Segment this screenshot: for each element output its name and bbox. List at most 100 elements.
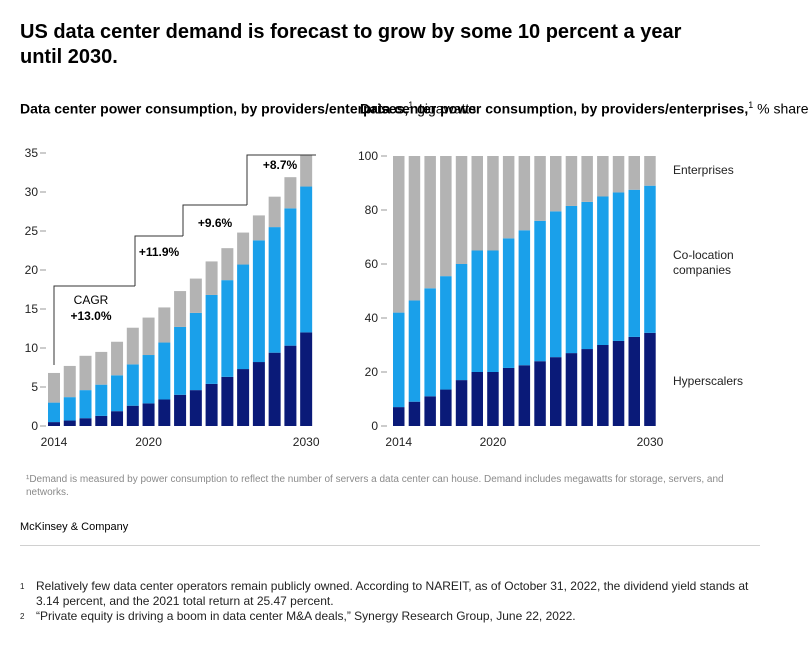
right-chart-title-bold: Data center power consumption, by provid… — [360, 100, 749, 117]
bar-segment — [534, 156, 546, 221]
bar-segment — [158, 399, 171, 426]
cagr-bracket-line — [134, 235, 183, 286]
left-chart-footnote-ref: 1 — [408, 100, 414, 110]
footnote-1-text: Relatively few data center operators rem… — [36, 579, 749, 608]
bar-segment — [111, 375, 124, 412]
bar-segment — [581, 201, 593, 350]
bar-segment — [550, 211, 562, 358]
bar-segment — [628, 336, 640, 426]
bar-segment — [126, 364, 139, 406]
bar-segment — [48, 402, 60, 423]
bar-segment — [268, 352, 281, 426]
y-tick-label: 80 — [365, 203, 379, 217]
bar-segment — [455, 380, 468, 426]
bar-segment — [174, 394, 187, 426]
footnote-2: 2 “Private equity is driving a boom in da… — [20, 609, 756, 624]
bar-segment — [284, 345, 297, 426]
bar-segment — [205, 261, 218, 295]
cagr-value-2019-2022: +11.9% — [139, 245, 180, 259]
bar-segment — [393, 407, 405, 426]
chart-note: ¹Demand is measured by power consumption… — [26, 474, 724, 498]
x-tick-label: 2014 — [41, 435, 68, 449]
y-tick-label: 30 — [25, 185, 39, 199]
bar-segment — [534, 220, 546, 362]
cagr-bracket-line — [246, 154, 316, 205]
left-chart-title: Data center power consumption, by provid… — [20, 96, 476, 118]
bar-segment — [393, 156, 405, 313]
bar-segment — [142, 317, 155, 356]
bar-segment — [644, 156, 656, 186]
y-tick-label: 15 — [25, 302, 39, 316]
brand-logo-text: McKinsey & Company — [20, 521, 129, 533]
bar-segment — [111, 341, 124, 376]
bar-segment — [612, 192, 625, 341]
bar-segment — [63, 365, 76, 398]
legend-hyperscalers: Hyperscalers — [673, 374, 743, 388]
bar-segment — [471, 372, 483, 426]
bar-segment — [95, 384, 108, 416]
bar-segment — [440, 389, 452, 426]
cagr-value-2014-2019: +13.0% — [70, 309, 111, 323]
bar-segment — [95, 415, 108, 426]
bar-segment — [63, 397, 76, 421]
bar-segment — [440, 156, 452, 277]
bar-segment — [268, 196, 281, 228]
bar-segment — [48, 372, 60, 403]
legend-colocation-line2: companies — [673, 263, 731, 277]
bar-segment — [628, 156, 640, 190]
bar-segment — [518, 156, 531, 231]
bar-segment — [48, 422, 60, 426]
bar-segment — [408, 300, 421, 402]
bar-segment — [455, 264, 468, 381]
x-tick-label: 2030 — [293, 435, 320, 449]
bar-segment — [189, 390, 202, 426]
cagr-label: CAGR — [74, 293, 109, 307]
x-tick-label: 2020 — [480, 435, 507, 449]
cagr-value-2022-2026: +9.6% — [198, 216, 233, 230]
bar-segment — [79, 418, 92, 426]
bar-segment — [455, 156, 468, 264]
bar-segment — [174, 291, 187, 327]
y-tick-label: 0 — [371, 419, 378, 433]
bar-segment — [424, 156, 436, 289]
bar-segment — [284, 208, 297, 346]
bar-segment — [424, 288, 436, 397]
y-tick-label: 40 — [365, 311, 379, 325]
bar-segment — [237, 232, 250, 265]
divider — [20, 545, 760, 546]
bar-segment — [300, 186, 313, 333]
legend-colocation-line1: Co-location — [673, 248, 734, 262]
bar-segment — [126, 327, 139, 365]
bar-segment — [534, 361, 546, 426]
cagr-bracket-line — [53, 285, 135, 365]
y-tick-label: 35 — [25, 146, 39, 160]
bar-segment — [221, 376, 234, 426]
bar-segment — [300, 332, 313, 426]
bar-segment — [565, 353, 578, 426]
bar-segment — [502, 238, 515, 368]
bar-segment — [597, 345, 609, 426]
cagr-bracket-line — [182, 204, 247, 236]
bar-segment — [300, 154, 313, 187]
bar-segment — [111, 411, 124, 426]
x-tick-label: 2020 — [135, 435, 162, 449]
y-tick-label: 20 — [25, 263, 39, 277]
x-tick-label: 2014 — [385, 435, 412, 449]
bar-segment — [252, 240, 265, 363]
bar-segment — [221, 280, 234, 377]
bar-segment — [644, 185, 656, 333]
bar-segment — [487, 250, 499, 372]
bar-segment — [471, 250, 483, 372]
bar-segment — [205, 383, 218, 426]
y-tick-label: 20 — [365, 365, 379, 379]
bar-segment — [142, 355, 155, 404]
bar-segment — [205, 294, 218, 384]
right-chart-footnote-ref: 1 — [748, 100, 754, 110]
bar-segment — [63, 420, 76, 426]
bar-segment — [550, 156, 562, 212]
bar-segment — [408, 156, 421, 301]
bar-segment — [79, 355, 92, 391]
footnote-1-number: 1 — [20, 582, 25, 591]
cagr-value-2026-2030: +8.7% — [263, 158, 298, 172]
bar-segment — [237, 369, 250, 426]
